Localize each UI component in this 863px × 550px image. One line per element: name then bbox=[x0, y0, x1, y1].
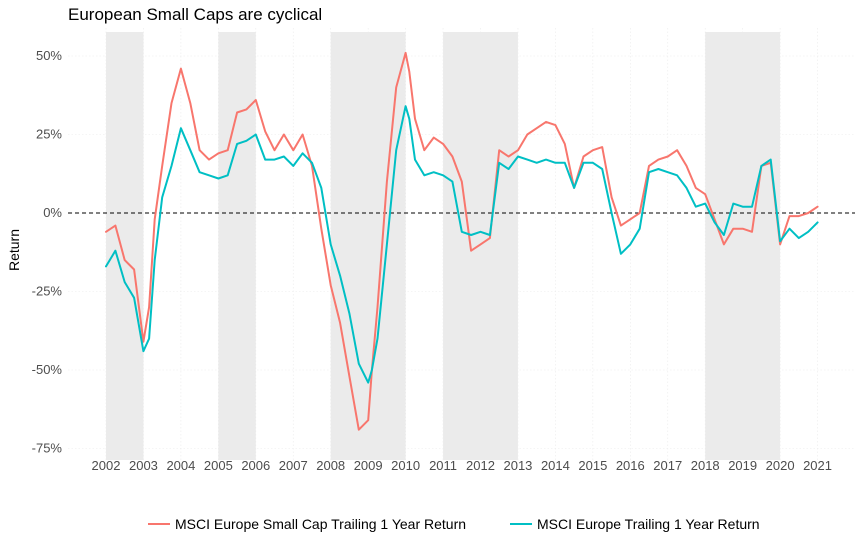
x-tick-label: 2019 bbox=[728, 458, 757, 473]
y-axis-title: Return bbox=[6, 229, 22, 271]
series-line-0 bbox=[105, 51, 819, 431]
chart-title: European Small Caps are cyclical bbox=[68, 5, 323, 24]
x-tick-label: 2010 bbox=[391, 458, 420, 473]
shaded-period-1 bbox=[218, 32, 256, 460]
x-tick-label: 2002 bbox=[92, 458, 121, 473]
x-tick-label: 2003 bbox=[129, 458, 158, 473]
x-tick-label: 2008 bbox=[316, 458, 345, 473]
x-tick-label: 2016 bbox=[616, 458, 645, 473]
y-tick-label: 50% bbox=[36, 48, 62, 63]
x-tick-label: 2011 bbox=[429, 458, 457, 473]
legend-label-0: MSCI Europe Small Cap Trailing 1 Year Re… bbox=[175, 516, 466, 532]
series-line-1 bbox=[105, 105, 819, 384]
x-tick-label: 2021 bbox=[803, 458, 832, 473]
x-tick-label: 2017 bbox=[653, 458, 682, 473]
x-tick-label: 2020 bbox=[766, 458, 795, 473]
y-tick-label: -25% bbox=[32, 284, 63, 299]
y-tick-label: 25% bbox=[36, 127, 62, 142]
x-tick-label: 2015 bbox=[578, 458, 607, 473]
x-tick-label: 2018 bbox=[691, 458, 720, 473]
x-tick-label: 2009 bbox=[354, 458, 383, 473]
x-tick-label: 2013 bbox=[503, 458, 532, 473]
x-tick-label: 2012 bbox=[466, 458, 495, 473]
x-tick-label: 2007 bbox=[279, 458, 308, 473]
x-tick-label: 2005 bbox=[204, 458, 233, 473]
legend-label-1: MSCI Europe Trailing 1 Year Return bbox=[537, 516, 760, 532]
shaded-period-0 bbox=[106, 32, 144, 460]
y-tick-label: 0% bbox=[43, 205, 62, 220]
x-tick-label: 2006 bbox=[241, 458, 270, 473]
y-tick-label: -50% bbox=[32, 362, 63, 377]
y-tick-label: -75% bbox=[32, 441, 63, 456]
x-tick-label: 2014 bbox=[541, 458, 570, 473]
x-tick-label: 2004 bbox=[166, 458, 195, 473]
